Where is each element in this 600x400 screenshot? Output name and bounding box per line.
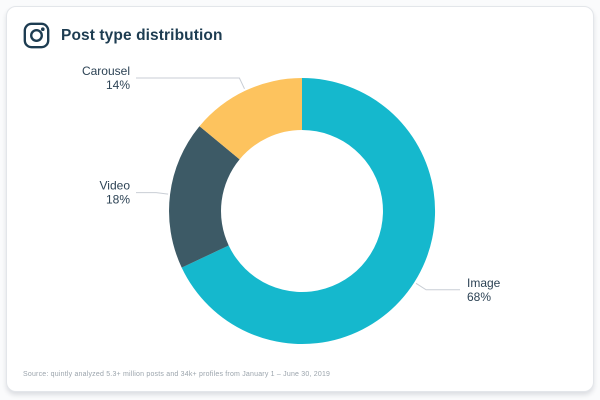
donut-slice-carousel[interactable] <box>199 77 303 160</box>
label-connector-image <box>415 282 460 291</box>
label-connector-carousel <box>136 77 245 90</box>
label-connector-video <box>136 192 169 195</box>
slice-label-carousel: Carousel 14% <box>82 64 130 92</box>
slice-label-image: Image 68% <box>467 276 501 304</box>
donut-slice-video[interactable] <box>169 126 240 268</box>
instagram-icon <box>23 22 50 49</box>
source-note: Source: quintly analyzed 5.3+ million po… <box>23 371 331 378</box>
slice-label-video: Video 18% <box>100 179 131 207</box>
card-header: Post type distribution <box>23 22 223 49</box>
chart-title: Post type distribution <box>61 26 223 44</box>
donut-slice-image[interactable] <box>181 77 436 344</box>
